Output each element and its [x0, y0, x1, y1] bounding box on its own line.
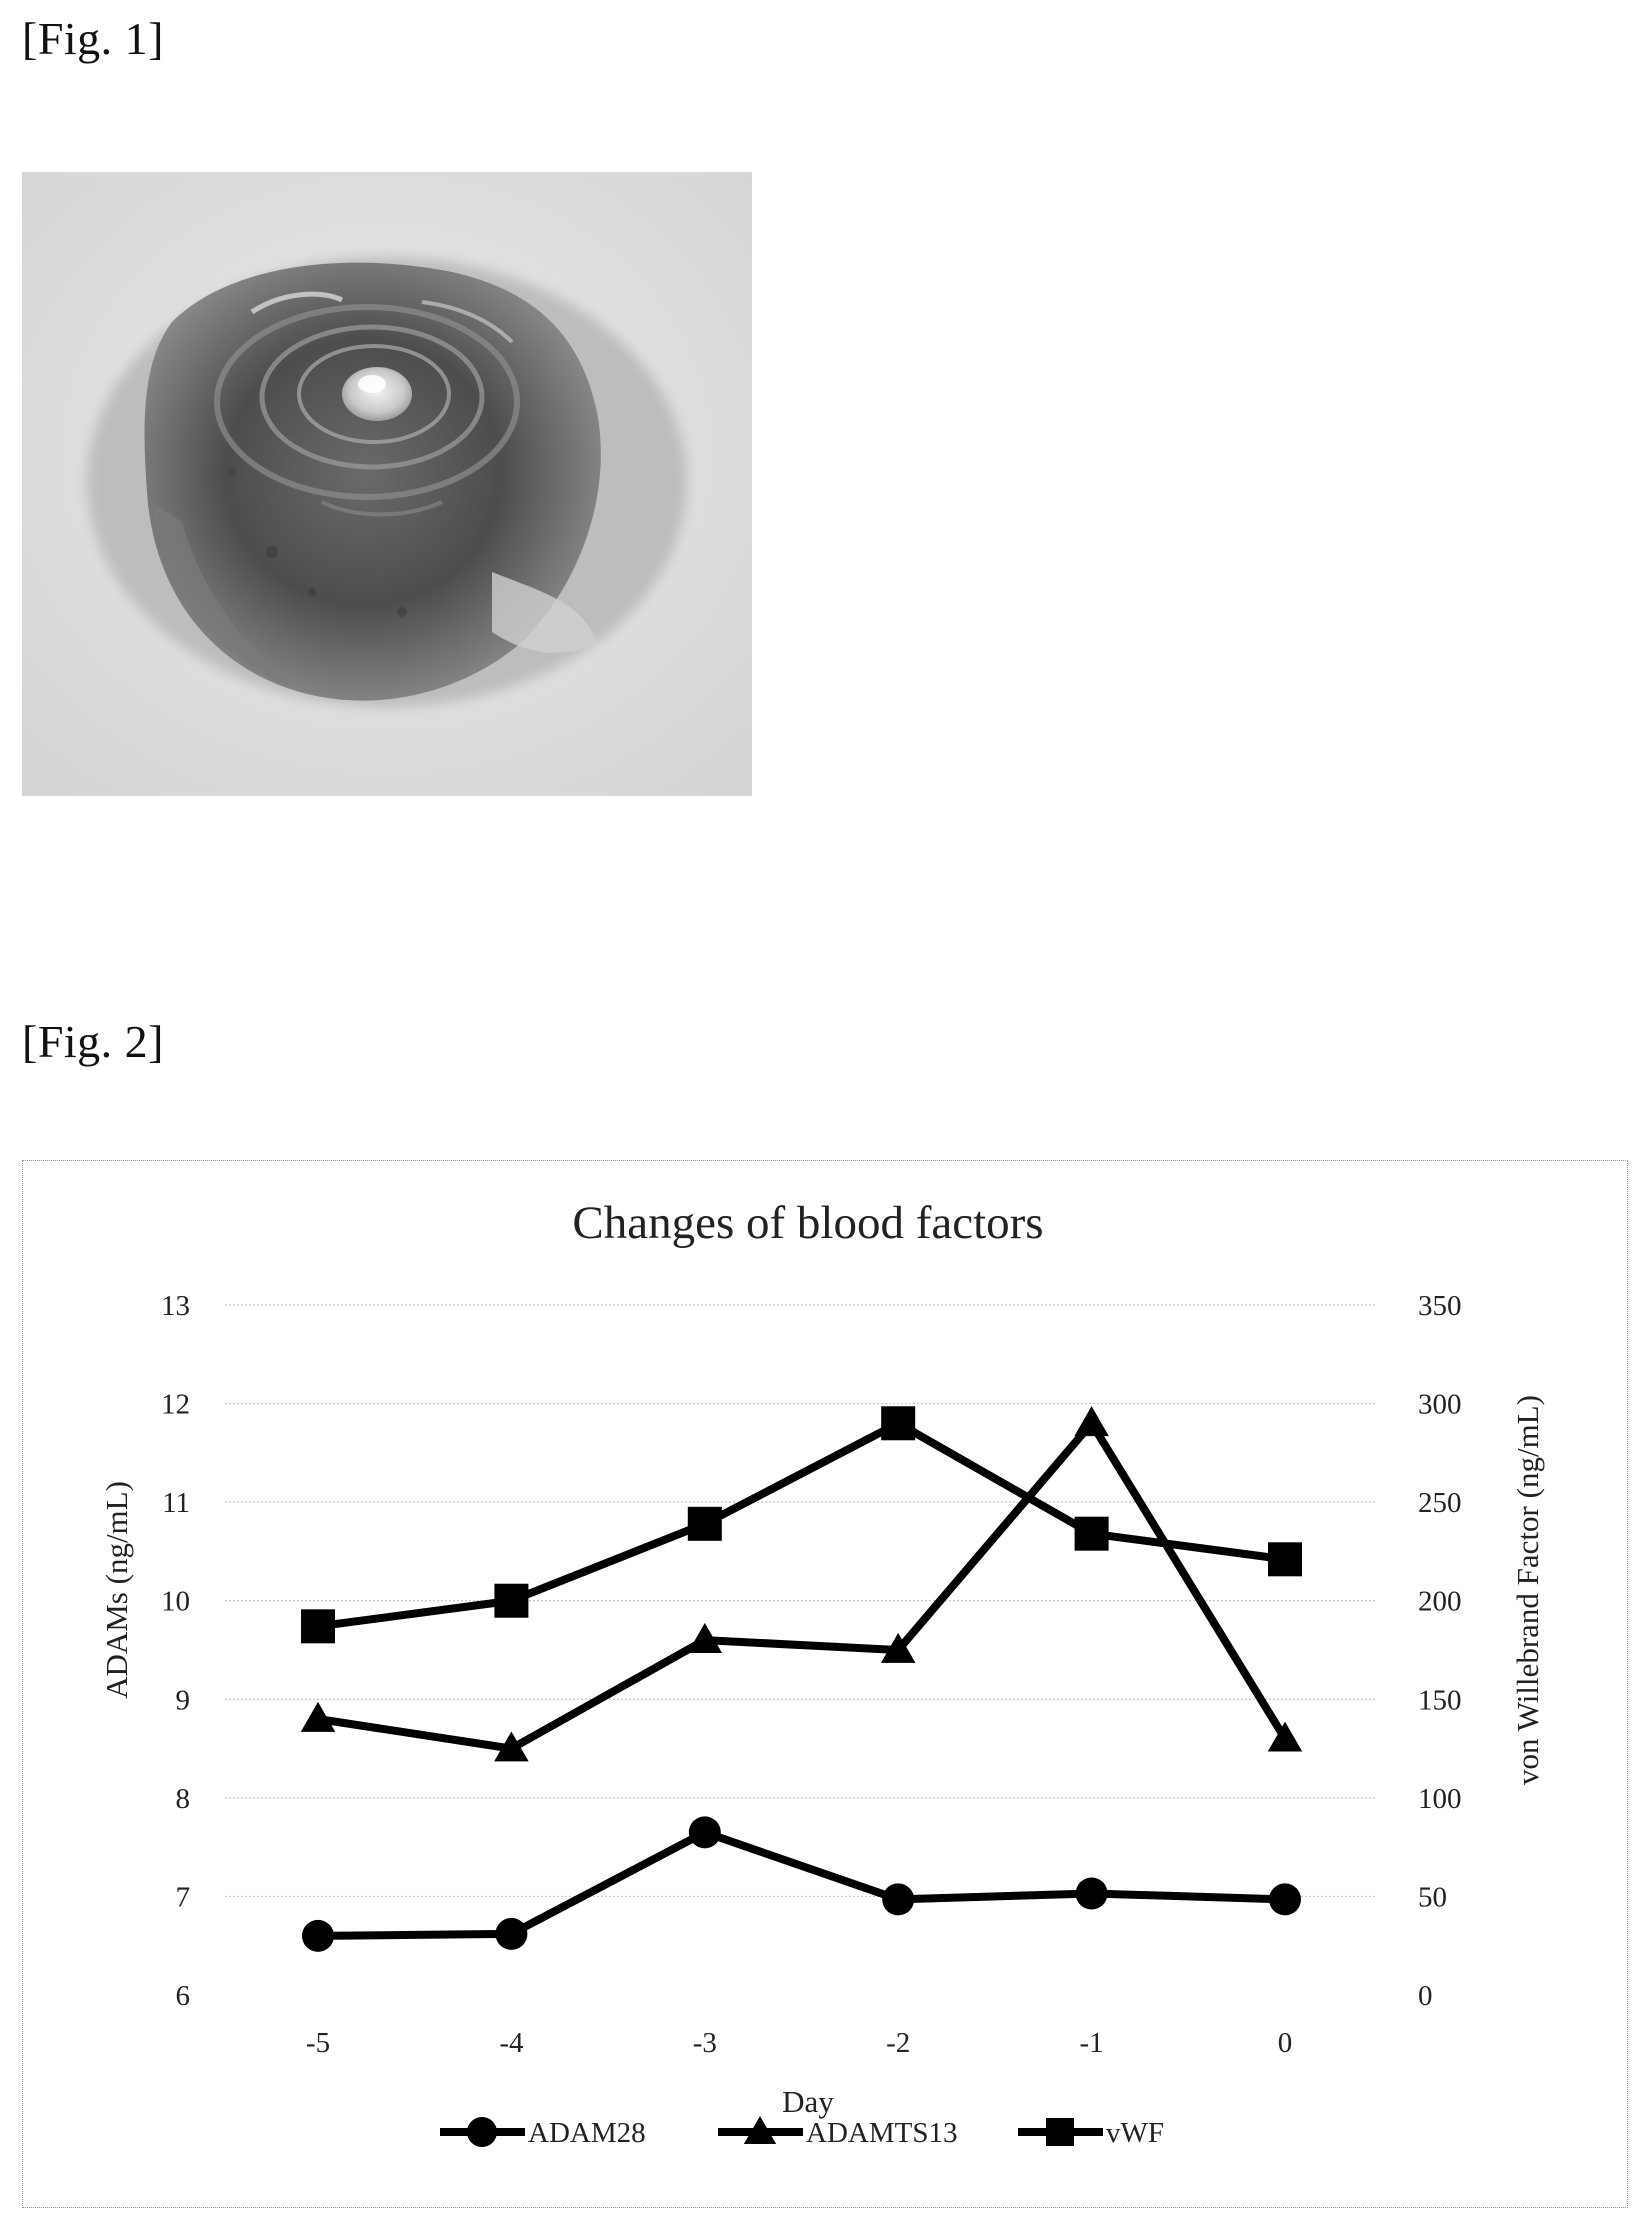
chart-frame	[22, 1160, 1628, 2208]
wound-photograph	[22, 172, 752, 796]
fig2-label: [Fig. 2]	[22, 1016, 164, 1067]
fig1-label: [Fig. 1]	[22, 13, 164, 64]
